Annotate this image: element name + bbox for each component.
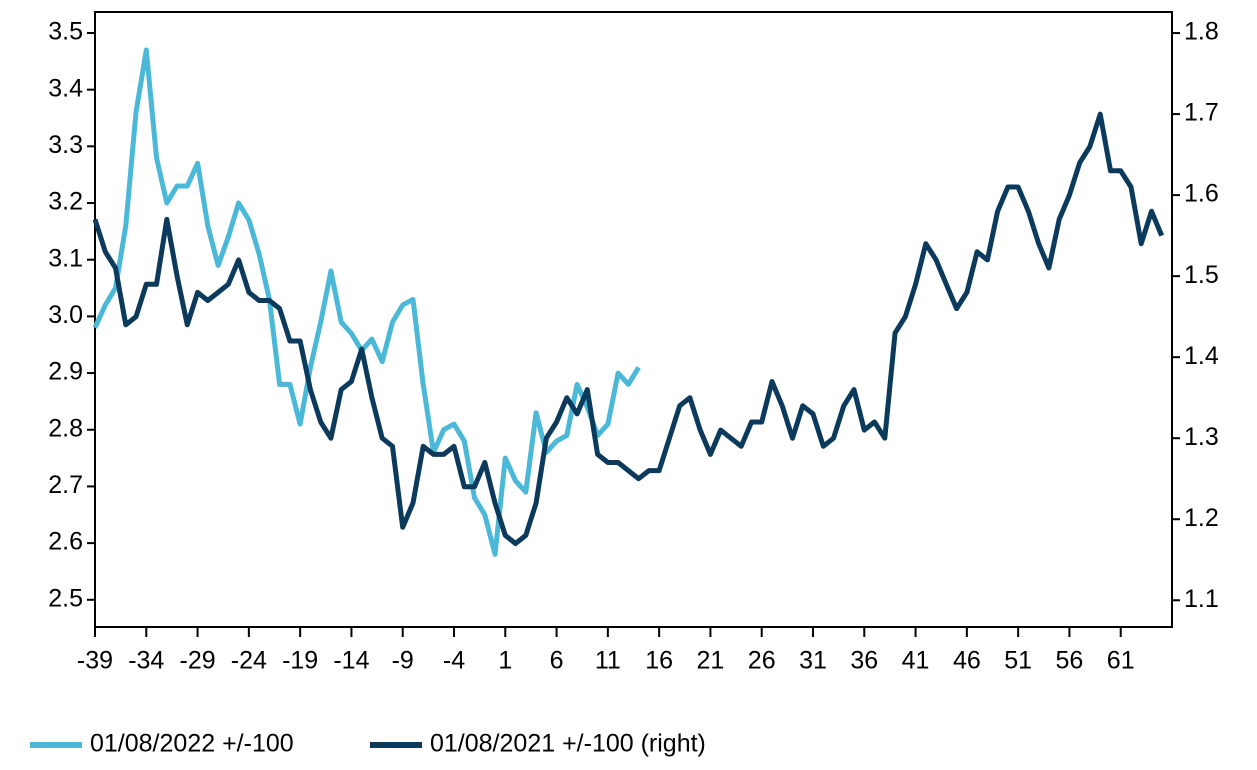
plot-frame xyxy=(94,11,1173,628)
y-tick-label: 2.6 xyxy=(48,528,83,556)
y-tick-label: 3.3 xyxy=(48,131,83,159)
x-tick-label: 1 xyxy=(498,647,512,675)
y-tick-label: 3.2 xyxy=(48,188,83,216)
series-line xyxy=(92,47,641,557)
y2-tick-label: 1.7 xyxy=(1184,99,1219,127)
x-tick-label: -29 xyxy=(180,647,216,675)
y-tick-label: 3.1 xyxy=(48,244,83,272)
x-tick-label: 61 xyxy=(1107,647,1135,675)
y-tick-label: 3.4 xyxy=(48,74,83,102)
y-tick-label: 2.9 xyxy=(48,358,83,386)
y-tick-label: 3.0 xyxy=(48,301,83,329)
x-tick-label: 21 xyxy=(697,647,725,675)
y-tick-label: 2.8 xyxy=(48,414,83,442)
x-tick-label: -9 xyxy=(392,647,414,675)
y2-tick-label: 1.1 xyxy=(1184,585,1219,613)
x-tick-label: -34 xyxy=(128,647,164,675)
y2-tick-label: 1.6 xyxy=(1184,180,1219,208)
series-line xyxy=(92,111,1165,546)
y2-tick-label: 1.8 xyxy=(1184,18,1219,46)
y-tick-label: 2.5 xyxy=(48,584,83,612)
x-tick-label: -4 xyxy=(443,647,465,675)
x-tick-label: 46 xyxy=(953,647,981,675)
x-tick-label: -39 xyxy=(77,647,113,675)
y-tick-label: 2.7 xyxy=(48,471,83,499)
y-tick-label: 3.5 xyxy=(48,18,83,46)
x-tick-label: 41 xyxy=(902,647,930,675)
x-tick-label: -24 xyxy=(231,647,267,675)
x-tick-label: -14 xyxy=(333,647,369,675)
x-tick-label: 36 xyxy=(850,647,878,675)
legend-label: 01/08/2021 +/-100 (right) xyxy=(430,730,706,758)
legend-label: 01/08/2022 +/-100 xyxy=(90,730,294,758)
x-tick-label: 26 xyxy=(748,647,776,675)
x-tick-label: 31 xyxy=(799,647,827,675)
x-tick-label: 56 xyxy=(1056,647,1084,675)
x-tick-label: 16 xyxy=(645,647,673,675)
y2-tick-label: 1.4 xyxy=(1184,342,1219,370)
x-tick-label: 6 xyxy=(550,647,564,675)
x-tick-label: 11 xyxy=(595,647,621,675)
x-tick-label: -19 xyxy=(282,647,318,675)
y2-tick-label: 1.5 xyxy=(1184,261,1219,289)
y2-tick-label: 1.3 xyxy=(1184,423,1219,451)
y2-tick-label: 1.2 xyxy=(1184,504,1219,532)
x-tick-label: 51 xyxy=(1004,647,1032,675)
